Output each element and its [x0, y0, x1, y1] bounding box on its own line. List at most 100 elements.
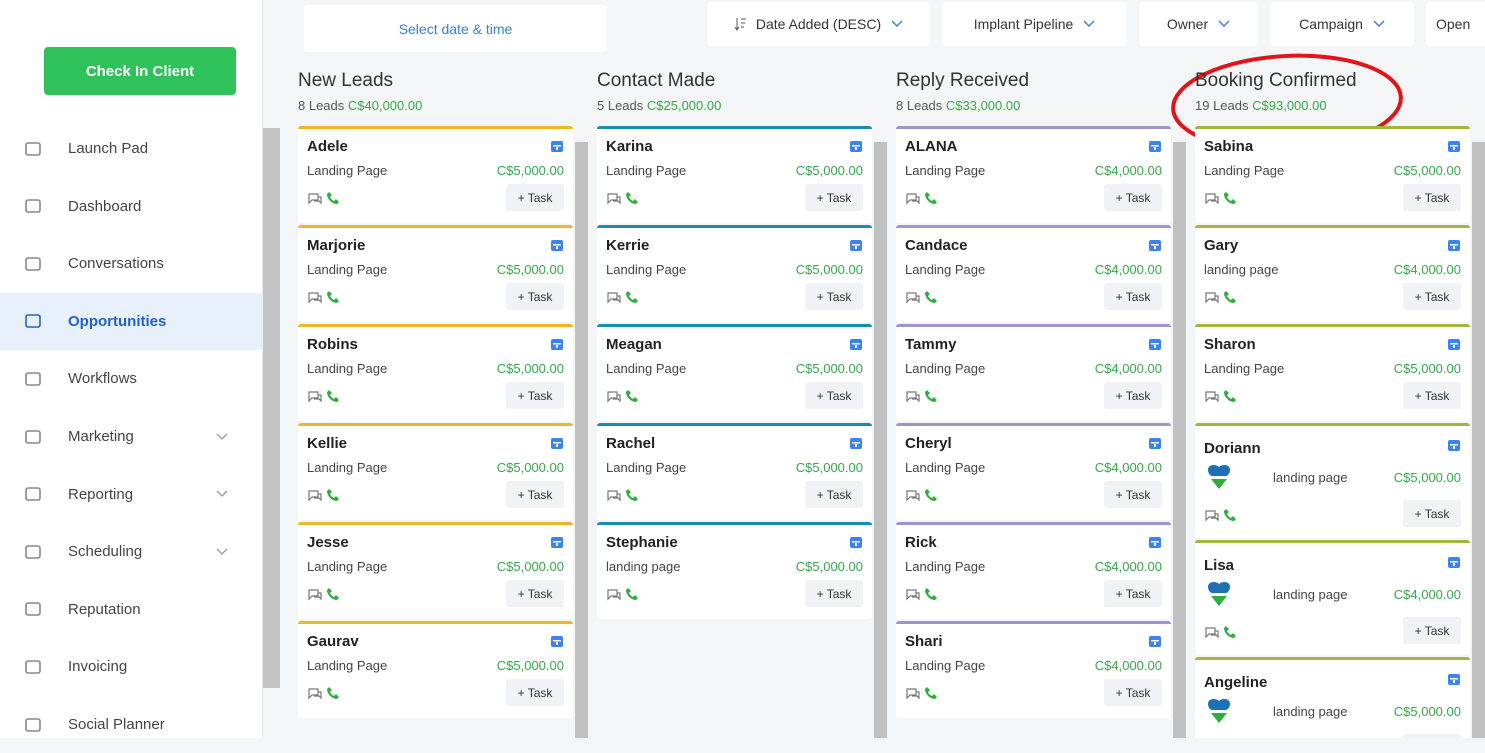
lead-card[interactable]: Angeline landing page C$5,000.00 + Task: [1195, 657, 1470, 738]
lead-card[interactable]: Doriann landing page C$5,000.00 + Task: [1195, 423, 1470, 538]
lead-card[interactable]: Rick Landing Page C$4,000.00 + Task: [896, 522, 1171, 619]
lead-value: C$4,000.00: [1094, 559, 1162, 574]
task-button[interactable]: + Task: [506, 481, 564, 508]
task-button[interactable]: + Task: [805, 184, 863, 211]
task-button[interactable]: + Task: [805, 382, 863, 409]
task-button[interactable]: + Task: [1403, 500, 1461, 527]
check-in-button[interactable]: Check In Client: [44, 47, 236, 95]
task-button[interactable]: + Task: [506, 184, 564, 211]
filter-button[interactable]: Campaign: [1270, 2, 1414, 46]
filter-button[interactable]: Date Added (DESC): [707, 2, 930, 46]
calendar-icon: [551, 636, 563, 647]
filter-label: Date Added (DESC): [755, 16, 882, 32]
column-scrollbar[interactable]: [1173, 142, 1186, 738]
calendar-icon: [850, 438, 862, 449]
lead-card[interactable]: Shari Landing Page C$4,000.00 + Task: [896, 621, 1171, 718]
lead-card[interactable]: Kellie Landing Page C$5,000.00 + Task: [298, 423, 573, 520]
lead-card[interactable]: Marjorie Landing Page C$5,000.00 + Task: [298, 225, 573, 322]
lead-card[interactable]: Sharon Landing Page C$5,000.00 + Task: [1195, 324, 1470, 421]
nav-item[interactable]: Conversations: [0, 235, 263, 292]
nav-item[interactable]: Scheduling: [0, 523, 263, 580]
task-button[interactable]: + Task: [1104, 580, 1162, 607]
lead-card[interactable]: Lisa landing page C$4,000.00 + Task: [1195, 540, 1470, 655]
lead-card[interactable]: ALANA Landing Page C$4,000.00 + Task: [896, 126, 1171, 223]
chat-icon: [308, 589, 322, 601]
lead-value: C$5,000.00: [496, 163, 564, 178]
filter-label: Owner: [1166, 16, 1209, 32]
lead-source: landing page: [606, 559, 681, 574]
nav-item[interactable]: Social Planner: [0, 696, 263, 753]
nav-icon: [25, 256, 41, 271]
task-button[interactable]: + Task: [1104, 481, 1162, 508]
lead-value: C$4,000.00: [1094, 460, 1162, 475]
filter-button[interactable]: Owner: [1139, 2, 1258, 46]
sidebar-scrollbar[interactable]: [263, 128, 280, 688]
task-button[interactable]: + Task: [506, 382, 564, 409]
task-button[interactable]: + Task: [506, 679, 564, 706]
lead-source: landing page: [1273, 704, 1348, 719]
chat-icon: [607, 292, 621, 304]
calendar-icon: [1149, 141, 1161, 152]
chevron: [216, 490, 228, 498]
task-button[interactable]: + Task: [805, 481, 863, 508]
lead-card[interactable]: Candace Landing Page C$4,000.00 + Task: [896, 225, 1171, 322]
lead-card[interactable]: Gaurav Landing Page C$5,000.00 + Task: [298, 621, 573, 718]
date-picker[interactable]: Select date & time: [304, 5, 607, 52]
calendar-icon: [551, 537, 563, 548]
lead-card[interactable]: Cheryl Landing Page C$4,000.00 + Task: [896, 423, 1171, 520]
lead-card[interactable]: Kerrie Landing Page C$5,000.00 + Task: [597, 225, 872, 322]
task-button[interactable]: + Task: [1403, 382, 1461, 409]
lead-card[interactable]: Sabina Landing Page C$5,000.00 + Task: [1195, 126, 1470, 223]
task-button[interactable]: + Task: [1104, 283, 1162, 310]
task-button[interactable]: + Task: [506, 580, 564, 607]
task-button[interactable]: + Task: [1403, 283, 1461, 310]
lead-card[interactable]: Jesse Landing Page C$5,000.00 + Task: [298, 522, 573, 619]
filter-button[interactable]: Open: [1426, 2, 1485, 46]
nav-item[interactable]: Invoicing: [0, 638, 263, 695]
nav-icon: [25, 717, 41, 732]
column-title: Booking Confirmed: [1195, 70, 1357, 91]
lead-source: landing page: [1273, 470, 1348, 485]
lead-source: Landing Page: [307, 658, 388, 673]
nav-item[interactable]: Dashboard: [0, 178, 263, 235]
lead-card[interactable]: Stephanie landing page C$5,000.00 + Task: [597, 522, 872, 619]
lead-name: Kerrie: [606, 237, 650, 254]
column-body: Sabina Landing Page C$5,000.00 + Task Gary la…: [1195, 126, 1470, 738]
nav-item[interactable]: Opportunities: [0, 292, 263, 350]
task-button[interactable]: + Task: [1104, 382, 1162, 409]
lead-card[interactable]: Meagan Landing Page C$5,000.00 + Task: [597, 324, 872, 421]
task-button[interactable]: + Task: [1104, 679, 1162, 706]
nav-item[interactable]: Launch Pad: [0, 120, 263, 177]
task-button[interactable]: + Task: [1104, 184, 1162, 211]
lead-card[interactable]: Robins Landing Page C$5,000.00 + Task: [298, 324, 573, 421]
lead-source: Landing Page: [905, 658, 986, 673]
calendar-icon: [1149, 636, 1161, 647]
nav-item[interactable]: Marketing: [0, 408, 263, 465]
lead-card[interactable]: Rachel Landing Page C$5,000.00 + Task: [597, 423, 872, 520]
task-button[interactable]: + Task: [1403, 184, 1461, 211]
avatar: [1208, 582, 1230, 606]
column-amount: C$40,000.00: [347, 98, 423, 113]
task-button[interactable]: + Task: [805, 580, 863, 607]
lead-card[interactable]: Karina Landing Page C$5,000.00 + Task: [597, 126, 872, 223]
filter-button[interactable]: Implant Pipeline: [942, 2, 1127, 46]
column-scrollbar[interactable]: [575, 142, 588, 738]
column-header: Reply Received 8 Leads C$33,000.00: [896, 70, 1171, 113]
lead-card[interactable]: Adele Landing Page C$5,000.00 + Task: [298, 126, 573, 223]
nav-icon: [25, 602, 41, 617]
phone-icon: [327, 390, 339, 402]
column-scrollbar[interactable]: [1472, 142, 1485, 738]
lead-count: 5 Leads: [597, 98, 644, 113]
nav-item[interactable]: Reporting: [0, 466, 263, 523]
task-button[interactable]: + Task: [506, 283, 564, 310]
column-scrollbar[interactable]: [874, 142, 887, 738]
lead-card[interactable]: Tammy Landing Page C$4,000.00 + Task: [896, 324, 1171, 421]
task-button[interactable]: + Task: [1403, 617, 1461, 644]
lead-name: Lisa: [1204, 557, 1235, 574]
nav-item[interactable]: Reputation: [0, 581, 263, 638]
nav-label: Dashboard: [68, 197, 142, 215]
task-button[interactable]: + Task: [805, 283, 863, 310]
task-button[interactable]: + Task: [1403, 734, 1461, 738]
lead-card[interactable]: Gary landing page C$4,000.00 + Task: [1195, 225, 1470, 322]
nav-item[interactable]: Workflows: [0, 350, 263, 407]
